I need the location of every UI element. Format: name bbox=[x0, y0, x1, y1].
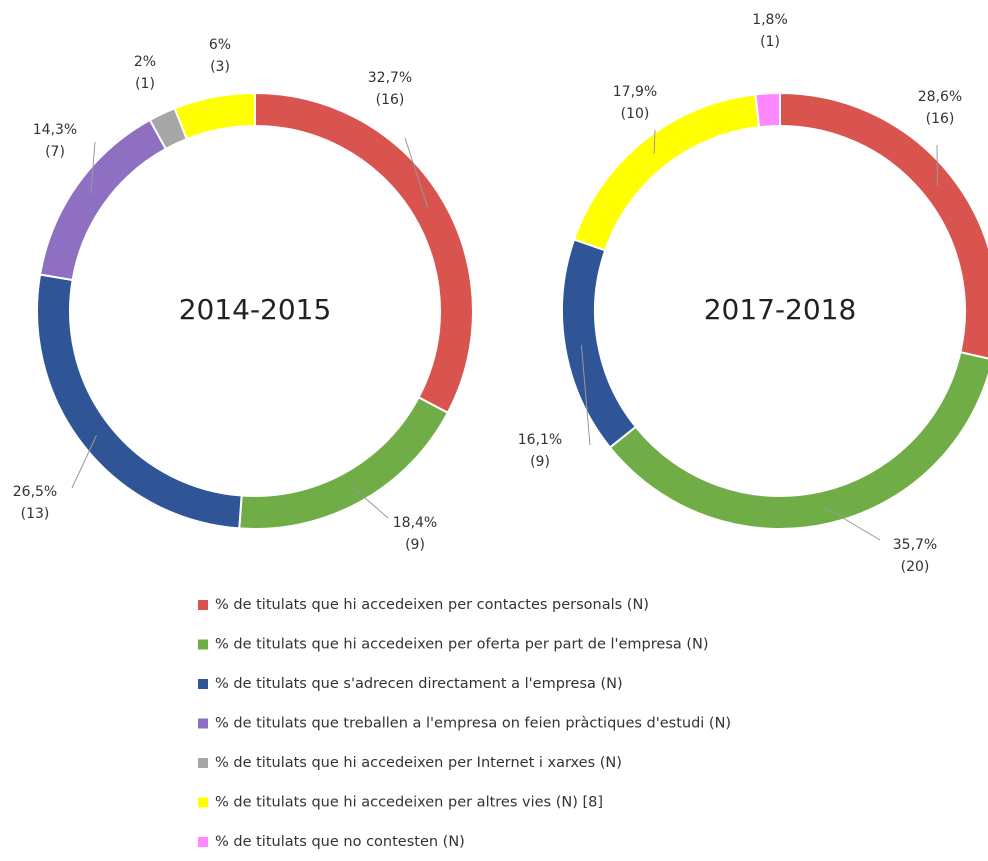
count-label: (16) bbox=[926, 111, 955, 127]
leader-line bbox=[404, 137, 429, 208]
value-label: 1,8% bbox=[752, 12, 788, 28]
legend-label: % de titulats que hi accedeixen per altr… bbox=[215, 795, 603, 811]
slice bbox=[238, 396, 450, 530]
count-label: (9) bbox=[530, 454, 550, 470]
legend-swatch bbox=[198, 758, 208, 768]
value-label: 28,6% bbox=[918, 89, 962, 105]
count-label: (7) bbox=[45, 144, 65, 160]
legend-swatch bbox=[198, 718, 208, 729]
chart-title: 2014-2015 bbox=[179, 293, 332, 326]
value-label: 16,1% bbox=[518, 432, 562, 448]
count-label: (1) bbox=[135, 76, 155, 92]
count-label: (1) bbox=[760, 34, 780, 50]
leader-line bbox=[71, 435, 97, 489]
leader-line bbox=[90, 141, 96, 195]
value-label: 26,5% bbox=[13, 484, 57, 500]
value-label: 35,7% bbox=[893, 537, 937, 553]
count-label: (10) bbox=[621, 106, 650, 122]
leader-line bbox=[352, 486, 389, 519]
slice bbox=[754, 91, 781, 129]
value-label: 17,9% bbox=[613, 84, 657, 100]
count-label: (16) bbox=[376, 92, 405, 108]
value-label: 18,4% bbox=[393, 515, 437, 531]
leader-line bbox=[653, 129, 656, 154]
slice bbox=[173, 91, 256, 141]
slice bbox=[561, 238, 638, 449]
slice bbox=[608, 350, 988, 530]
legend-swatch bbox=[198, 679, 208, 689]
slice bbox=[254, 91, 474, 415]
value-label: 6% bbox=[209, 37, 231, 53]
count-label: (20) bbox=[901, 559, 930, 575]
slice bbox=[779, 91, 988, 360]
value-label: 32,7% bbox=[368, 70, 412, 86]
slice bbox=[572, 93, 761, 252]
count-label: (13) bbox=[21, 506, 50, 522]
count-label: (9) bbox=[405, 537, 425, 553]
legend-label: % de titulats que hi accedeixen per Inte… bbox=[215, 755, 622, 771]
legend-label: % de titulats que no contesten (N) bbox=[215, 834, 465, 850]
chart-title: 2017-2018 bbox=[704, 293, 857, 326]
leader-line bbox=[580, 345, 591, 446]
legend-swatch bbox=[198, 837, 208, 847]
legend-label: % de titulats que hi accedeixen per ofer… bbox=[215, 637, 709, 653]
legend-label: % de titulats que hi accedeixen per cont… bbox=[215, 597, 649, 613]
legend-label: % de titulats que treballen a l'empresa … bbox=[215, 716, 731, 732]
value-label: 2% bbox=[134, 54, 156, 70]
value-label: 14,3% bbox=[33, 122, 77, 138]
legend-swatch bbox=[198, 639, 208, 650]
leader-line bbox=[824, 506, 881, 541]
legend-swatch bbox=[198, 600, 208, 610]
legend-label: % de titulats que s'adrecen directament … bbox=[215, 676, 623, 692]
count-label: (3) bbox=[210, 59, 230, 75]
legend-swatch bbox=[198, 797, 208, 808]
leader-line bbox=[936, 144, 939, 186]
